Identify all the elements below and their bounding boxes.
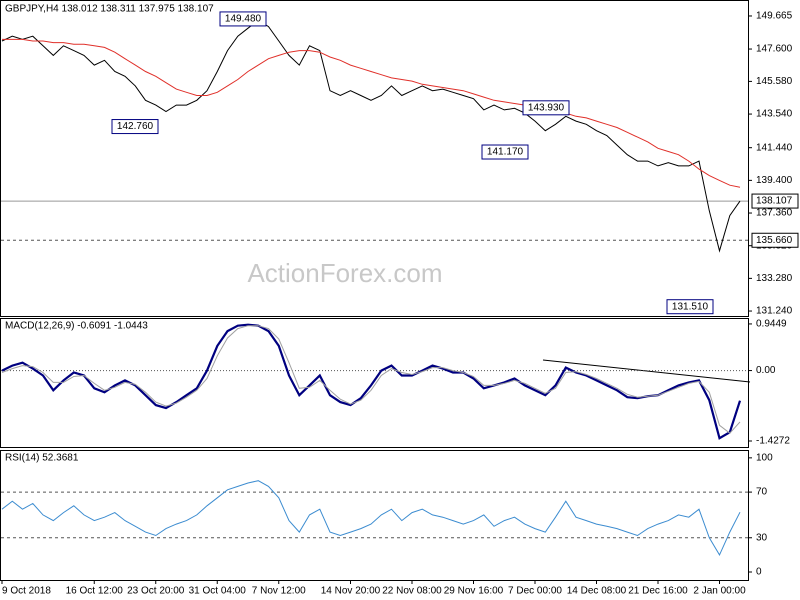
series-line [1,325,741,434]
y-tick-label: 133.280 [756,273,793,284]
macd-panel [0,318,749,448]
annotation-box [481,144,529,160]
level-label: 138.107 [756,196,793,207]
y-tick-label: 137.360 [756,208,793,219]
annotation-box [219,11,267,27]
series-line [2,38,741,188]
y-tick-label: 70 [756,487,768,498]
x-tick-label: 7 Nov 12:00 [252,586,306,597]
annotation-box [666,299,714,315]
annotation-label: 141.170 [487,147,524,158]
level-box [751,232,799,248]
x-tick-label: 31 Oct 04:00 [189,586,247,597]
y-tick-label: 147.600 [756,44,793,55]
series-line [1,480,741,556]
series-line [1,323,742,440]
y-tick-label: 0 [756,567,762,578]
y-tick-label: 30 [756,532,768,543]
x-tick-label: 14 Nov 20:00 [321,586,381,597]
x-tick-label: 29 Nov 16:00 [444,586,504,597]
annotation-label: 143.930 [528,102,565,113]
annotation-label: 142.760 [117,121,154,132]
macd-title: MACD(12,26,9) -0.6091 -1.0443 [5,321,148,332]
x-tick-label: 21 Dec 16:00 [628,586,688,597]
x-tick-label: 16 Oct 12:00 [66,586,124,597]
x-tick-label: 23 Oct 20:00 [127,586,185,597]
x-tick-label: 2 Jan 00:00 [693,586,746,597]
annotation-label: 131.510 [672,301,709,312]
level-box [751,193,799,209]
x-tick-label: 22 Nov 08:00 [382,586,442,597]
series-line [1,19,741,253]
y-tick-label: 0.00 [756,365,776,376]
rsi-title: RSI(14) 52.3681 [5,453,79,464]
y-tick-label: 0.9449 [756,319,787,330]
x-tick-label: 14 Dec 08:00 [567,586,627,597]
rsi-panel [0,450,749,581]
y-tick-label: 139.400 [756,175,793,186]
price-panel [0,0,749,317]
price-title: GBPJPY,H4 138.012 138.311 137.975 138.10… [5,4,214,15]
annotation-box [522,100,570,116]
y-tick-label: 131.240 [756,306,793,317]
x-tick-label: 7 Dec 00:00 [508,586,562,597]
y-tick-label: 149.665 [756,11,793,22]
y-tick-label: 100 [756,452,773,463]
annotation-box [111,119,159,135]
y-tick-label: 143.540 [756,109,793,120]
y-tick-label: 145.580 [756,76,793,87]
level-label: 135.660 [756,235,793,246]
y-tick-label: 141.440 [756,142,793,153]
y-tick-label: -1.4272 [756,436,790,447]
x-tick-label: 9 Oct 2018 [2,586,51,597]
watermark: ActionForex.com [247,258,442,288]
annotation-label: 149.480 [225,14,262,25]
